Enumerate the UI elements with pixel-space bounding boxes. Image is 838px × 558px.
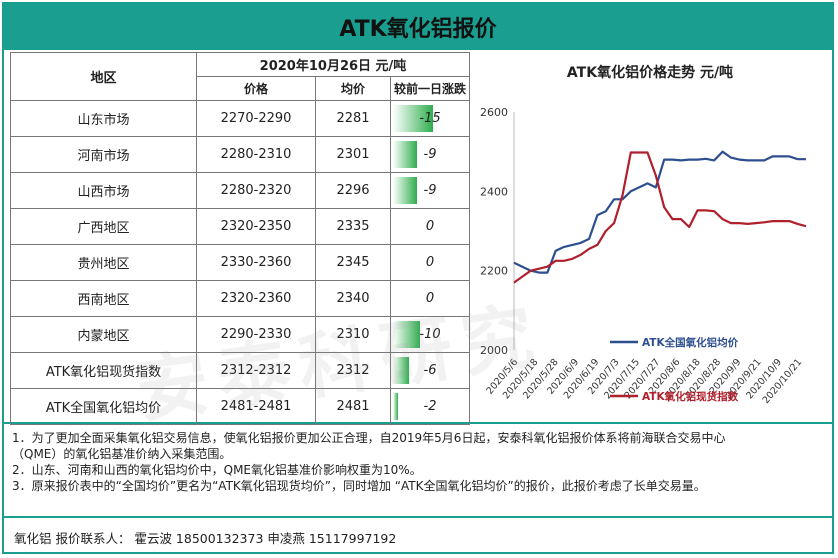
avg-price-cell: 2310 [315, 316, 391, 353]
avg-header: 均价 [315, 76, 391, 101]
note-line: 3．原来报价表中的“全国均价”更名为“ATK氧化铝现货均价”，同时增加 “ATK… [12, 479, 706, 493]
table-row: 内蒙地区 2290-2330 2310 -10 [10, 316, 470, 353]
price-range-cell: 2320-2360 [196, 280, 316, 317]
series-line [513, 151, 807, 284]
region-cell: 西南地区 [10, 280, 197, 317]
change-value: -6 [423, 363, 437, 378]
price-range-cell: 2280-2320 [196, 172, 316, 209]
avg-price-cell: 2312 [315, 352, 391, 389]
table-row: ATK全国氧化铝均价 2481-2481 2481 -2 [10, 388, 470, 425]
change-cell: -15 [390, 100, 470, 137]
change-value: -9 [423, 147, 437, 162]
change-bar [393, 177, 417, 204]
table-row: 贵州地区 2330-2360 2345 0 [10, 244, 470, 281]
change-value: -2 [423, 399, 437, 414]
range-header: 价格 [196, 76, 316, 101]
change-bar [393, 357, 409, 384]
avg-price-cell: 2296 [315, 172, 391, 209]
avg-price-cell: 2301 [315, 136, 391, 173]
table-row: 河南市场 2280-2310 2301 -9 [10, 136, 470, 173]
change-cell: 0 [390, 280, 470, 317]
region-cell: ATK全国氧化铝均价 [10, 388, 197, 425]
price-range-cell: 2312-2312 [196, 352, 316, 389]
avg-price-cell: 2281 [315, 100, 391, 137]
series-line [513, 150, 806, 274]
legend-label: ATK氧化铝现货指数 [642, 390, 739, 403]
change-cell: -9 [390, 136, 470, 173]
region-cell: 内蒙地区 [10, 316, 197, 353]
region-cell: 山西市场 [10, 172, 197, 209]
notes: 1．为了更加全面采集氧化铝交易信息，使氧化铝报价更加公正合理，自2019年5月6… [12, 430, 828, 494]
change-cell: 0 [390, 244, 470, 281]
date-header: 2020年10月26日 元/吨 [196, 52, 470, 77]
price-range-cell: 2280-2310 [196, 136, 316, 173]
change-value: 0 [425, 291, 435, 306]
y-tick-label: 2600 [480, 106, 508, 119]
table-row: 西南地区 2320-2360 2340 0 [10, 280, 470, 317]
legend-label: ATK全国氧化铝均价 [642, 336, 739, 349]
region-cell: ATK氧化铝现货指数 [10, 352, 197, 389]
change-bar [393, 393, 399, 420]
price-trend-chart: 20002200240026002020/5/62020/5/182020/5/… [480, 106, 807, 406]
change-header: 较前一日涨跌 [390, 76, 470, 101]
divider [4, 516, 832, 518]
avg-price-cell: 2335 [315, 208, 391, 245]
content-area: 地区 2020年10月26日 元/吨 价格 均价 较前一日涨跌 山东市场 2270… [4, 50, 832, 425]
region-cell: 贵州地区 [10, 244, 197, 281]
price-range-cell: 2290-2330 [196, 316, 316, 353]
avg-price-cell: 2345 [315, 244, 391, 281]
table-row: 山西市场 2280-2320 2296 -9 [10, 172, 470, 209]
report-title: ATK氧化铝报价 [4, 4, 832, 50]
table-row: 广西地区 2320-2350 2335 0 [10, 208, 470, 245]
change-bar [393, 105, 433, 132]
price-range-cell: 2330-2360 [196, 244, 316, 281]
change-bar [393, 141, 417, 168]
region-cell: 山东市场 [10, 100, 197, 137]
change-bar [393, 321, 420, 348]
change-value: -9 [423, 183, 437, 198]
table-row: ATK氧化铝现货指数 2312-2312 2312 -6 [10, 352, 470, 389]
change-value: 0 [425, 219, 435, 234]
y-tick-label: 2000 [480, 344, 508, 357]
y-tick-label: 2400 [480, 185, 508, 198]
chart-title: ATK氧化铝价格走势 元/吨 [566, 65, 734, 81]
region-cell: 河南市场 [10, 136, 197, 173]
avg-price-cell: 2340 [315, 280, 391, 317]
contact-info: 氧化铝 报价联系人： 霍云波 18500132373 申凌燕 151179971… [14, 531, 397, 546]
y-tick-label: 2200 [480, 265, 508, 278]
avg-price-cell: 2481 [315, 388, 391, 425]
change-cell: -10 [390, 316, 470, 353]
change-cell: -6 [390, 352, 470, 389]
change-value: -15 [419, 111, 441, 126]
region-cell: 广西地区 [10, 208, 197, 245]
note-line: 1．为了更加全面采集氧化铝交易信息，使氧化铝报价更加公正合理，自2019年5月6… [12, 431, 726, 445]
change-cell: 0 [390, 208, 470, 245]
price-table: 地区 2020年10月26日 元/吨 价格 均价 较前一日涨跌 山东市场 2270… [10, 52, 470, 425]
price-range-cell: 2481-2481 [196, 388, 316, 425]
change-value: 0 [425, 255, 435, 270]
table-row: 山东市场 2270-2290 2281 -15 [10, 100, 470, 137]
price-range-cell: 2320-2350 [196, 208, 316, 245]
note-line: 2．山东、河南和山西的氧化铝均价中，QME氧化铝基准价影响权重为10%。 [12, 463, 422, 477]
price-range-cell: 2270-2290 [196, 100, 316, 137]
change-value: -10 [419, 327, 441, 342]
region-header: 地区 [10, 52, 197, 101]
change-cell: -2 [390, 388, 470, 425]
change-cell: -9 [390, 172, 470, 209]
note-line: （QME）的氧化铝基准价纳入采集范围。 [12, 447, 232, 461]
